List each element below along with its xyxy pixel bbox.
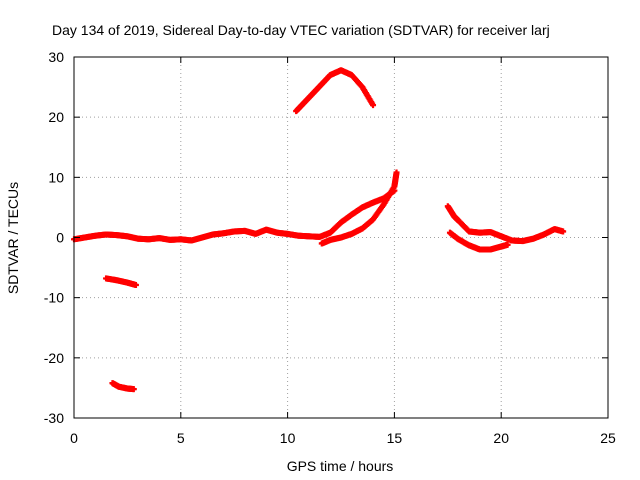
- y-tick-label: 20: [48, 109, 64, 125]
- axis-ticks: 0 5 10 15 20 25 -30 -20 -10 0 10 20 30: [44, 49, 616, 446]
- data-points: [71, 67, 567, 393]
- series-late-cluster: [444, 203, 567, 245]
- y-tick-label: 0: [56, 230, 64, 246]
- series-lower-branch: [318, 169, 400, 247]
- data-point: [504, 241, 511, 248]
- series-upper-arc: [293, 67, 377, 115]
- series-segment-minus-25: [109, 380, 137, 393]
- data-point: [370, 102, 377, 109]
- y-axis-label: SDTVAR / TECUs: [5, 182, 21, 294]
- y-tick-label: 30: [48, 49, 64, 65]
- series-late-low: [446, 229, 511, 253]
- chart-title: Day 134 of 2019, Sidereal Day-to-day VTE…: [52, 22, 550, 38]
- data-point: [560, 228, 567, 235]
- x-axis-label: GPS time / hours: [287, 458, 394, 474]
- data-point: [132, 282, 139, 289]
- data-point: [130, 386, 137, 393]
- series-main-baseline: [71, 187, 398, 244]
- y-tick-label: -30: [44, 410, 64, 426]
- y-tick-label: -10: [44, 290, 64, 306]
- x-tick-label: 10: [280, 430, 296, 446]
- series-segment-minus-7: [103, 275, 139, 289]
- y-tick-label: -20: [44, 350, 64, 366]
- x-tick-label: 5: [177, 430, 185, 446]
- x-tick-label: 25: [600, 430, 616, 446]
- x-tick-label: 15: [387, 430, 403, 446]
- x-tick-label: 20: [493, 430, 509, 446]
- x-tick-label: 0: [70, 430, 78, 446]
- y-tick-label: 10: [48, 169, 64, 185]
- data-point: [393, 169, 400, 176]
